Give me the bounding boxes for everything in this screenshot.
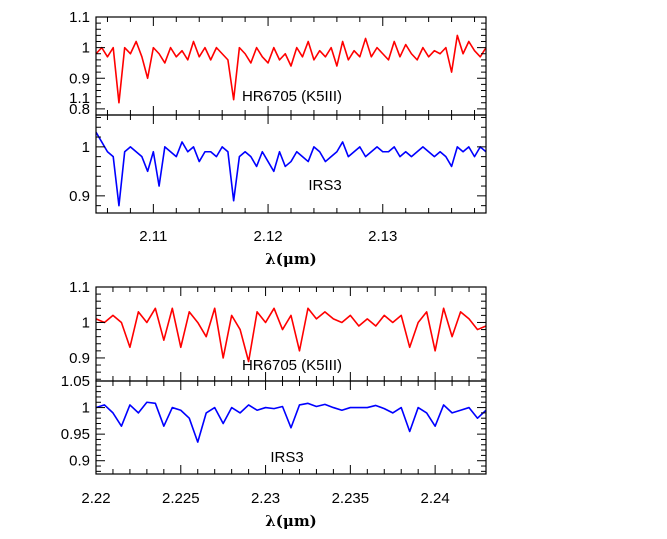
x-axis-title: λ(μm)	[265, 512, 317, 530]
series-line-2-2-1	[96, 401, 486, 443]
panel-2-1: 0.9 1 1.1 HR6705 (K5III)	[69, 279, 487, 382]
y-tick-label: 0.9	[69, 70, 90, 87]
x-tick-label: 2.235	[332, 490, 370, 507]
y-tick-label: 0.9	[69, 453, 90, 470]
x-tick-label: 2.24	[421, 490, 450, 507]
y-tick-label: 1	[82, 314, 90, 331]
series-line-1-1-1	[96, 34, 486, 104]
plot-frame	[95, 380, 487, 475]
y-tick-label: 1.1	[69, 90, 90, 107]
y-tick-label: 0.95	[61, 426, 90, 443]
y-tick-label: 1	[82, 40, 90, 57]
x-tick-label: 2.22	[81, 490, 110, 507]
x-tick-label: 2.225	[162, 490, 200, 507]
y-tick-label: 0.9	[69, 188, 90, 205]
chart-1: 0.8 0.9 1 1.1 HR6705 (K5III) 0.9 1 1.1 IRS3 2.11 2…	[69, 9, 487, 268]
panel-2-2: 0.9 0.95 1 1.05 IRS3	[61, 373, 487, 475]
series-line-1-2-1	[96, 131, 486, 207]
panel-annotation: IRS3	[308, 177, 341, 194]
panel-annotation: HR6705 (K5III)	[242, 88, 342, 105]
y-tick-label: 1	[82, 139, 90, 156]
panel-annotation: HR6705 (K5III)	[242, 357, 342, 374]
y-tick-label: 1.1	[69, 9, 90, 26]
y-tick-label: 1.1	[69, 279, 90, 296]
x-axis-title: λ(μm)	[265, 250, 317, 268]
panel-1-1: 0.8 0.9 1 1.1 HR6705 (K5III)	[69, 9, 487, 118]
panel-1-2: 0.9 1 1.1 IRS3	[69, 90, 487, 214]
panel-annotation: IRS3	[270, 449, 303, 466]
x-tick-label: 2.23	[251, 490, 280, 507]
y-tick-label: 1.05	[61, 373, 90, 390]
x-tick-label: 2.11	[139, 228, 167, 245]
series-line-2-1-1	[96, 307, 486, 363]
x-tick-label: 2.12	[253, 228, 282, 245]
y-tick-label: 0.9	[69, 350, 90, 367]
y-tick-label: 0.8	[69, 101, 90, 118]
chart-2: 0.9 1 1.1 HR6705 (K5III) 0.9 0.95 1 1.05 IRS3 2.2…	[61, 279, 487, 530]
plot-frame	[95, 114, 487, 214]
x-tick-label: 2.13	[368, 228, 397, 245]
y-tick-label: 1	[82, 400, 90, 417]
